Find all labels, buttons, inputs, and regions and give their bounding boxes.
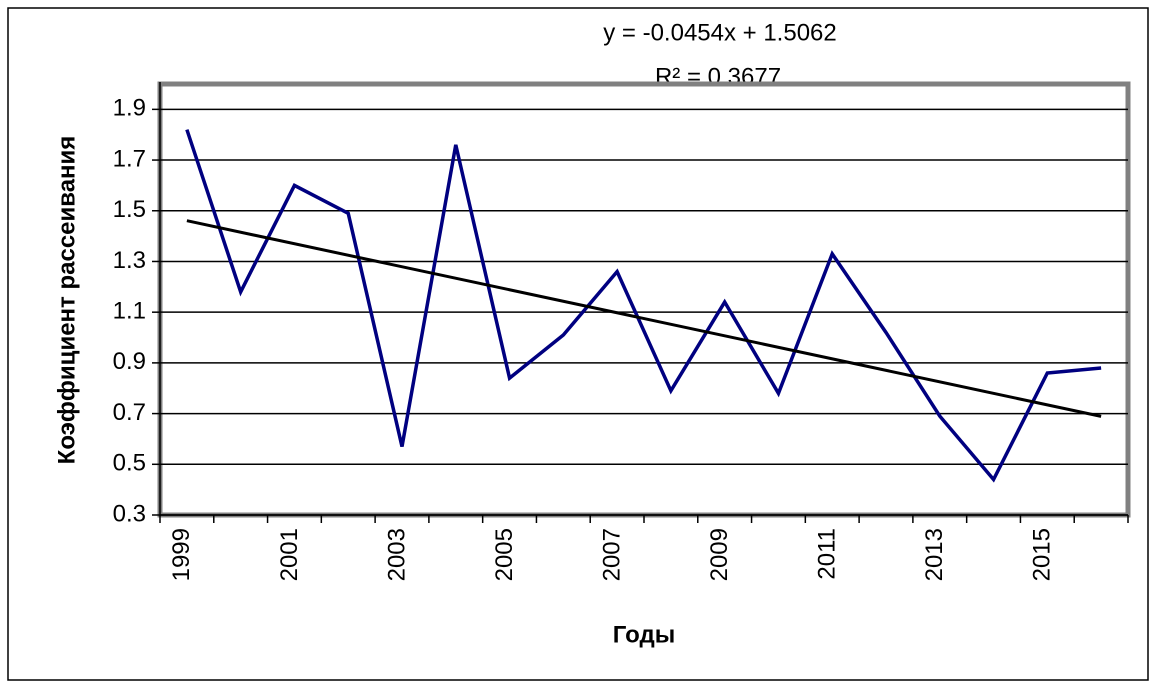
- trend-line: [186, 219, 1102, 418]
- x-tick-label: 2005: [491, 528, 518, 581]
- y-tick-label: 0.5: [113, 450, 146, 477]
- y-tick-label: 1.3: [113, 247, 146, 274]
- x-tick-label: 2007: [598, 528, 625, 581]
- y-tick-label: 1.9: [113, 95, 146, 122]
- x-tick-label: 1999: [168, 528, 195, 581]
- x-tick-label: 2003: [383, 528, 410, 581]
- x-tick-label: 2013: [921, 528, 948, 581]
- x-tick-label: 2015: [1029, 528, 1056, 581]
- y-tick-label: 1.1: [113, 298, 146, 325]
- x-tick-label: 2011: [814, 528, 841, 580]
- x-axis-label: Годы: [613, 621, 675, 648]
- plot-area: [157, 81, 1131, 518]
- y-tick-label: 0.9: [113, 348, 146, 375]
- x-tick-label: 2001: [276, 528, 303, 581]
- trend-equation: y = -0.0454x + 1.5062: [603, 19, 837, 46]
- y-tick-label: 0.3: [113, 500, 146, 527]
- x-tick-label: 2009: [706, 528, 733, 581]
- y-tick-label: 0.7: [113, 399, 146, 426]
- data-line: [185, 129, 1102, 483]
- y-axis-label: Коэффициент рассеивания: [53, 136, 80, 465]
- y-tick-label: 1.5: [113, 196, 146, 223]
- y-tick-label: 1.7: [113, 145, 146, 172]
